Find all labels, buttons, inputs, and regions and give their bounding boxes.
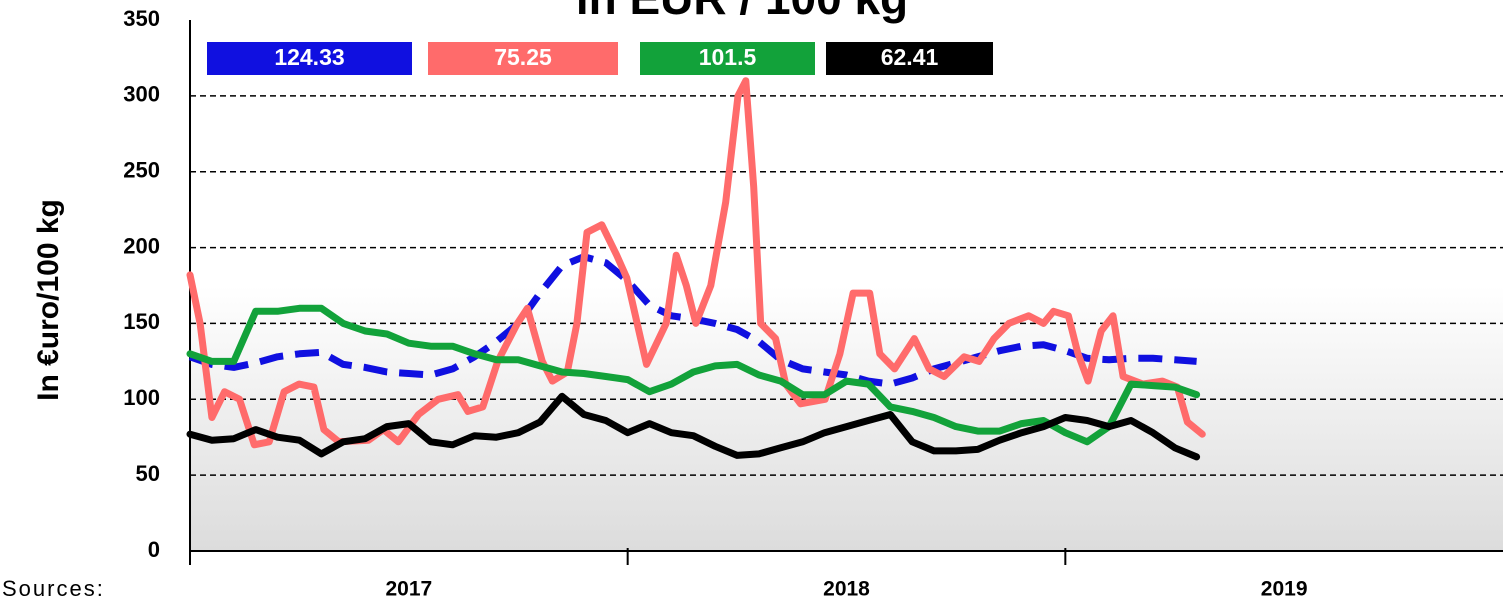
- series-line: [186, 304, 1201, 446]
- y-tick-label: 250: [123, 158, 160, 183]
- series-line: [186, 392, 1201, 461]
- legend-swatch: [428, 42, 618, 75]
- legend-label: 75.25: [494, 44, 552, 70]
- x-tick-label: 2017: [385, 578, 432, 601]
- chart-title: in EUR / 100 kg: [576, 0, 908, 24]
- legend-label: 101.5: [699, 44, 757, 70]
- x-tick-label: 2019: [1261, 578, 1308, 601]
- legend-swatch: [640, 42, 815, 75]
- y-tick-label: 50: [136, 461, 160, 486]
- y-axis-label: In €uro/100 kg: [32, 199, 65, 401]
- y-tick-label: 0: [148, 537, 160, 562]
- y-tick-label: 350: [123, 6, 160, 31]
- legend-swatch: [207, 42, 412, 75]
- y-tick-label: 150: [123, 309, 160, 334]
- x-tick-label: 2018: [823, 578, 870, 601]
- legend-swatch: [826, 42, 993, 75]
- legend-label: 62.41: [881, 44, 939, 70]
- y-tick-label: 200: [123, 233, 160, 258]
- source-note: Sources:: [2, 576, 105, 601]
- y-tick-label: 100: [123, 385, 160, 410]
- plot-background: [190, 20, 1503, 551]
- y-tick-label: 300: [123, 82, 160, 107]
- legend-label: 124.33: [274, 44, 344, 70]
